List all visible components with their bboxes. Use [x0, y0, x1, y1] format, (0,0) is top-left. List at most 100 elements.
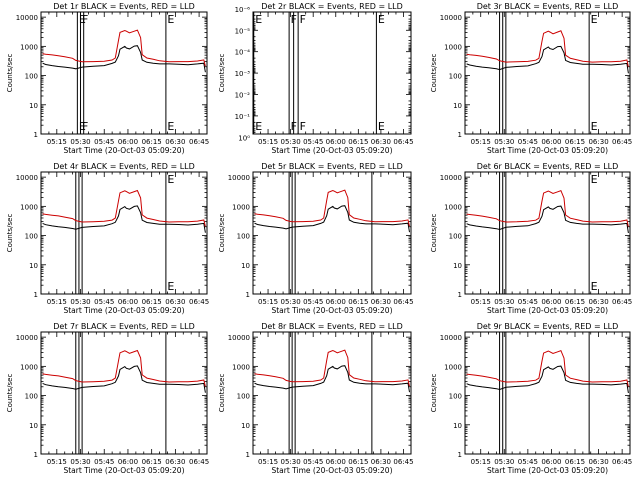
y-tick-label: 10000 — [16, 174, 38, 182]
x-tick-label: 05:45 — [518, 298, 538, 306]
x-tick-label: 06:30 — [165, 298, 185, 306]
x-tick-label: 06:30 — [371, 458, 391, 466]
y-tick-label: 10 — [29, 262, 38, 270]
x-tick-label: 05:45 — [303, 138, 323, 146]
y-tick-label: 1000 — [20, 43, 38, 51]
plot-frame — [252, 171, 412, 295]
x-tick-label: 06:30 — [588, 138, 608, 146]
x-tick-label: 06:30 — [371, 138, 391, 146]
x-tick-label: 06:30 — [588, 298, 608, 306]
plot-frame — [40, 171, 208, 295]
y-axis-label: Counts/sec — [430, 374, 438, 413]
event-marker-label: E — [255, 13, 262, 26]
plot-frame — [464, 171, 631, 295]
event-marker-label: F — [82, 120, 88, 133]
event-marker-label: E — [591, 173, 598, 186]
y-axis-label: Counts/sec — [218, 54, 226, 93]
x-tick-label: 05:15 — [471, 298, 491, 306]
y-tick-label: 1000 — [20, 203, 38, 211]
y-tick-label: 1000 — [444, 363, 462, 371]
plot-frame — [40, 11, 208, 135]
x-tick-label: 05:30 — [494, 138, 514, 146]
x-tick-label: 05:15 — [471, 138, 491, 146]
x-tick-label: 06:45 — [393, 138, 413, 146]
x-tick-label: 06:00 — [541, 298, 561, 306]
lld-series-line — [254, 349, 410, 387]
y-axis-label: Counts/sec — [430, 54, 438, 93]
events-series-line — [466, 205, 629, 234]
panel-title: Det 6r BLACK = Events, RED = LLD — [477, 162, 619, 171]
panel-det-4: 1 10 100 1000 10000 05:15 05:30 05:45 06:00 06:15… — [6, 162, 209, 315]
y-tick-label: 10⁰ — [238, 134, 250, 142]
x-tick-label: 05:15 — [47, 138, 67, 146]
y-tick-label: 10000 — [16, 14, 38, 22]
x-tick-label: 06:15 — [348, 298, 368, 306]
y-tick-label: 10 — [453, 102, 462, 110]
x-axis-label: Start Time (20-Oct-03 05:09:20) — [271, 466, 392, 475]
panel-title: Det 7r BLACK = Events, RED = LLD — [53, 322, 195, 331]
events-series-line — [254, 365, 410, 393]
y-tick-label: 10⁻⁴ — [235, 49, 251, 57]
event-marker-label: E — [591, 13, 598, 26]
event-marker-label: E — [378, 120, 385, 133]
panel-title: Det 3r BLACK = Events, RED = LLD — [477, 2, 619, 11]
event-marker-label: E — [79, 13, 86, 26]
y-tick-label: 1000 — [20, 363, 38, 371]
event-marker-label: E — [378, 13, 385, 26]
panel-det-3: 1 10 100 1000 10000 05:15 05:30 05:45 06:00 06:15… — [430, 2, 632, 155]
x-tick-label: 06:00 — [326, 138, 346, 146]
x-tick-label: 05:30 — [281, 298, 301, 306]
y-tick-label: 10000 — [440, 14, 462, 22]
y-tick-label: 10 — [453, 262, 462, 270]
x-tick-label: 05:30 — [70, 458, 90, 466]
event-marker-label: E — [591, 280, 598, 293]
events-series-line — [42, 365, 206, 393]
lld-series-line — [466, 189, 629, 227]
events-series-line — [42, 45, 206, 73]
y-tick-label: 10000 — [228, 334, 250, 342]
x-tick-label: 05:30 — [70, 138, 90, 146]
x-tick-label: 05:45 — [94, 458, 114, 466]
events-series-line — [254, 205, 410, 233]
y-tick-label: 100 — [449, 73, 462, 81]
panel-title: Det 4r BLACK = Events, RED = LLD — [53, 162, 195, 171]
x-axis-label: Start Time (20-Oct-03 05:09:20) — [487, 466, 608, 475]
x-tick-label: 06:00 — [541, 138, 561, 146]
x-tick-label: 05:45 — [303, 298, 323, 306]
y-tick-label: 10⁻¹ — [235, 113, 251, 121]
plot-frame — [40, 331, 208, 455]
x-tick-label: 06:00 — [118, 458, 138, 466]
x-tick-label: 05:45 — [518, 458, 538, 466]
event-marker-label: E — [79, 120, 86, 133]
x-axis-label: Start Time (20-Oct-03 05:09:20) — [63, 306, 184, 315]
x-tick-label: 05:30 — [494, 298, 514, 306]
x-tick-label: 05:30 — [494, 458, 514, 466]
x-tick-label: 06:15 — [348, 138, 368, 146]
y-axis-label: Counts/sec — [218, 214, 226, 253]
x-tick-label: 05:15 — [47, 458, 67, 466]
x-tick-label: 06:30 — [165, 138, 185, 146]
y-tick-label: 1 — [246, 291, 250, 299]
y-tick-label: 10⁻² — [235, 92, 251, 100]
event-marker-label: E — [167, 13, 174, 26]
x-tick-label: 06:15 — [565, 138, 585, 146]
x-tick-label: 05:15 — [47, 298, 67, 306]
y-axis-label: Counts/sec — [6, 54, 14, 93]
y-tick-label: 10⁻⁵ — [235, 27, 251, 35]
x-tick-label: 05:15 — [258, 458, 278, 466]
y-tick-label: 100 — [449, 233, 462, 241]
y-axis-label: Counts/sec — [430, 214, 438, 253]
y-tick-label: 10 — [241, 262, 250, 270]
y-tick-label: 1 — [246, 451, 250, 459]
x-tick-label: 05:15 — [258, 138, 278, 146]
x-tick-label: 06:45 — [189, 298, 209, 306]
x-tick-label: 06:15 — [565, 298, 585, 306]
panel-title: Det 5r BLACK = Events, RED = LLD — [261, 162, 403, 171]
lld-series-line — [466, 30, 629, 67]
x-tick-label: 06:15 — [565, 458, 585, 466]
x-tick-label: 05:45 — [94, 138, 114, 146]
x-tick-label: 06:45 — [612, 138, 632, 146]
y-tick-label: 1 — [458, 131, 462, 139]
x-tick-label: 05:30 — [281, 138, 301, 146]
